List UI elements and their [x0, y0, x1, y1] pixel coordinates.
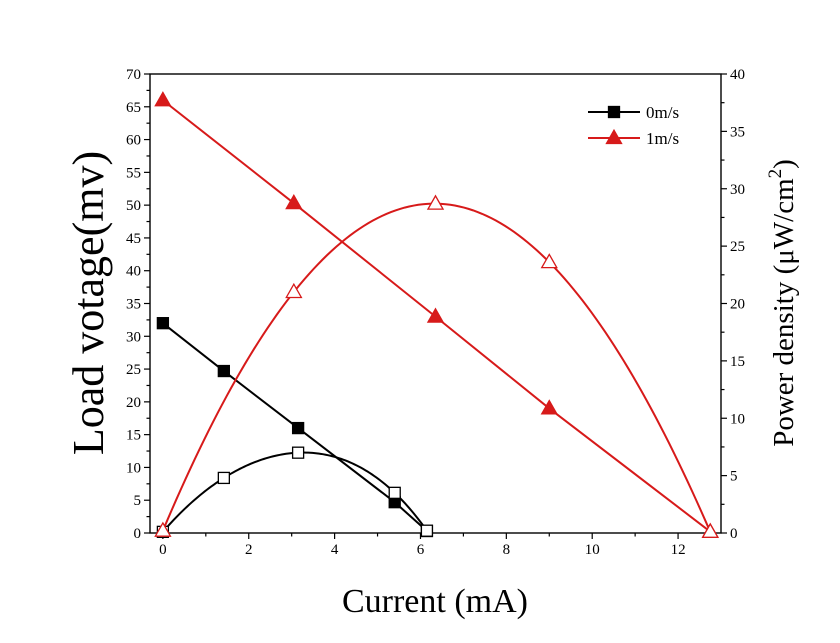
plot-frame — [149, 73, 722, 534]
y-left-tick-label: 0 — [134, 526, 142, 542]
data-point — [426, 307, 445, 323]
data-point — [217, 471, 230, 485]
y-left-tick-label: 40 — [126, 264, 141, 280]
y-right-tick-label: 20 — [730, 297, 745, 313]
y-left-tick-label: 50 — [126, 198, 141, 214]
y-left-tick-label: 30 — [126, 329, 141, 345]
data-point — [154, 91, 172, 107]
y-left-tick-label: 55 — [126, 165, 141, 181]
x-tick-label: 8 — [503, 542, 511, 558]
legend-item: 1m/s — [588, 128, 679, 148]
data-point — [217, 364, 230, 378]
data-point — [701, 522, 719, 538]
data-point — [540, 399, 558, 415]
y-right-tick-label: 30 — [730, 182, 745, 198]
y-left-tick-label: 35 — [126, 297, 141, 313]
y-right-tick-label: 10 — [730, 411, 745, 427]
x-tick-label: 2 — [245, 542, 253, 558]
legend-label: 0m/s — [646, 103, 679, 122]
series-0m/s — [156, 317, 434, 538]
y-left-tick-label: 15 — [126, 428, 141, 444]
y-left-tick-label: 65 — [126, 100, 141, 116]
data-point — [154, 521, 172, 537]
x-tick-label: 10 — [585, 542, 600, 558]
y-right-tick-label: 0 — [730, 526, 738, 542]
series-line — [161, 202, 712, 533]
y-right-tick-label: 5 — [730, 469, 738, 485]
y-left-tick-label: 70 — [126, 67, 141, 83]
series — [154, 91, 719, 539]
y-right-tick-label: 40 — [730, 67, 745, 83]
y-right-tick-label: 35 — [730, 124, 745, 140]
y-left-tick-label: 10 — [126, 460, 141, 476]
series-1m/s — [154, 91, 719, 538]
series-power-3 — [154, 194, 719, 538]
y-axis-title-right-suffix: ) — [768, 159, 800, 169]
legend-item: 0m/s — [588, 103, 679, 122]
x-tick-label: 12 — [671, 542, 686, 558]
series-line — [162, 451, 428, 533]
data-point — [426, 194, 445, 210]
y-axis-title-left: Load votage(mv) — [64, 151, 113, 455]
x-tick-label: 6 — [417, 542, 425, 558]
x-tick-label: 0 — [159, 542, 167, 558]
data-point — [420, 524, 434, 537]
legend-label: 1m/s — [646, 129, 679, 148]
legend: 0m/s 1m/s — [588, 103, 679, 148]
y-left-tick-label: 45 — [126, 231, 141, 247]
data-point — [291, 421, 305, 435]
y-axis-title-right-prefix: Power density (μW/cm — [768, 178, 800, 447]
y-left-tick-label: 5 — [134, 493, 142, 509]
y-right-tick-label: 25 — [730, 239, 745, 255]
y-left-tick-label: 60 — [126, 133, 141, 149]
y-left-tick-label: 25 — [126, 362, 141, 378]
data-point — [607, 105, 621, 119]
data-point — [388, 486, 401, 499]
y-right-tick-label: 15 — [730, 354, 745, 370]
data-point — [285, 282, 303, 299]
y-axis-title-right-sup: 2 — [765, 169, 786, 179]
ticks: 0 2 4 6 8 10 12 0 5 10 15 20 25 30 35 40 45 50 55 60 65 70 0 5 1… — [126, 67, 745, 558]
series-power-2 — [156, 446, 434, 539]
data-point — [156, 317, 170, 330]
y-axis-title-right: Power density (μW/cm2) — [765, 159, 800, 447]
y-left-tick-label: 20 — [126, 395, 141, 411]
x-axis-title: Current (mA) — [342, 583, 528, 620]
x-tick-label: 4 — [331, 542, 339, 558]
data-point — [291, 446, 305, 459]
data-point — [605, 128, 623, 145]
data-point — [285, 194, 303, 210]
data-point — [540, 253, 558, 269]
